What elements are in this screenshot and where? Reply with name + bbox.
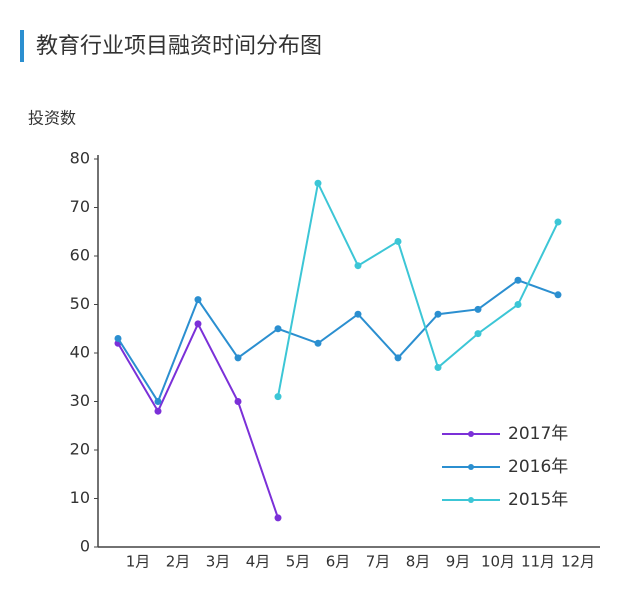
y-tick-label: 10 xyxy=(70,488,90,507)
series-line xyxy=(117,279,559,404)
data-point xyxy=(434,310,442,318)
x-tick-label: 1月 xyxy=(126,553,151,571)
data-point xyxy=(354,262,362,270)
data-point xyxy=(514,276,522,284)
x-tick-label: 10月 xyxy=(481,553,515,571)
x-tick-label: 4月 xyxy=(246,553,271,571)
x-tick-label: 6月 xyxy=(326,553,351,571)
data-point xyxy=(194,296,202,304)
data-point xyxy=(194,320,202,328)
y-tick-label: 50 xyxy=(70,294,90,313)
legend-marker xyxy=(468,464,474,470)
y-tick-label: 80 xyxy=(70,149,90,168)
legend-label: 2015年 xyxy=(508,490,568,510)
x-tick-label: 9月 xyxy=(446,553,471,571)
x-tick-label: 5月 xyxy=(286,553,311,571)
data-point xyxy=(354,310,362,318)
legend-marker xyxy=(468,431,474,437)
data-point xyxy=(274,393,282,401)
data-point xyxy=(554,291,562,299)
data-point xyxy=(274,325,282,333)
y-tick-label: 20 xyxy=(70,440,90,459)
data-point xyxy=(154,407,162,415)
data-point xyxy=(554,218,562,226)
y-tick-label: 70 xyxy=(70,197,90,216)
data-point xyxy=(394,354,402,362)
data-point xyxy=(314,179,322,187)
data-point xyxy=(274,514,282,522)
data-point xyxy=(234,398,242,405)
y-tick-label: 60 xyxy=(70,246,90,265)
data-point xyxy=(434,364,442,372)
data-point xyxy=(114,334,122,342)
data-point xyxy=(314,339,322,347)
x-tick-label: 12月 xyxy=(561,553,595,571)
data-point xyxy=(514,301,522,308)
x-tick-label: 3月 xyxy=(206,553,231,571)
x-tick-label: 2月 xyxy=(166,553,191,571)
data-point xyxy=(474,305,482,313)
data-point xyxy=(234,354,242,362)
chart-title: 教育行业项目融资时间分布图 xyxy=(36,34,322,59)
data-point xyxy=(394,237,402,245)
y-tick-label: 30 xyxy=(70,391,90,410)
series-line xyxy=(277,180,559,397)
legend-label: 2017年 xyxy=(508,424,568,444)
legend-label: 2016年 xyxy=(508,457,568,477)
legend-marker xyxy=(468,497,474,503)
data-point xyxy=(154,398,162,405)
y-tick-label: 0 xyxy=(80,537,90,556)
series-line xyxy=(117,321,279,519)
title-bar xyxy=(20,30,24,62)
y-axis-label: 投资数 xyxy=(28,109,76,128)
data-point xyxy=(474,330,482,338)
x-tick-label: 8月 xyxy=(406,553,431,571)
y-tick-label: 40 xyxy=(70,343,90,362)
x-tick-label: 11月 xyxy=(521,553,555,571)
x-tick-label: 7月 xyxy=(366,553,391,571)
